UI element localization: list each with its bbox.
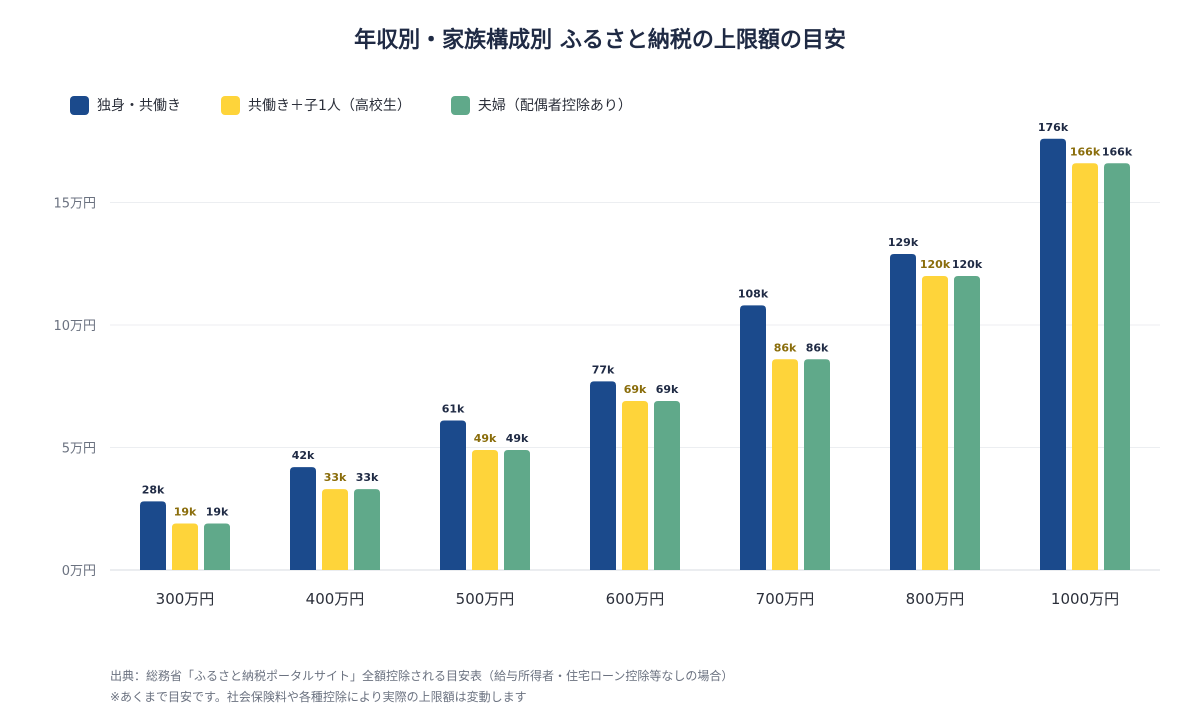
- data-label: 166k: [1070, 145, 1101, 158]
- bar: [440, 420, 466, 570]
- y-tick-label: 5万円: [62, 442, 96, 457]
- data-label: 42k: [292, 449, 315, 462]
- data-label: 129k: [888, 236, 919, 249]
- legend-label-single: 独身・共働き: [97, 98, 181, 114]
- data-label: 61k: [442, 403, 465, 416]
- bar: [772, 359, 798, 570]
- x-tick-label: 600万円: [606, 590, 665, 608]
- bar: [890, 253, 916, 570]
- data-label: 49k: [474, 432, 497, 445]
- bar: [804, 359, 830, 570]
- data-label: 69k: [656, 383, 679, 396]
- data-label: 120k: [920, 258, 951, 271]
- x-tick-label: 400万円: [306, 590, 365, 608]
- data-label: 28k: [142, 483, 165, 496]
- legend-item-dual-child: 共働き＋子1人（高校生）: [221, 95, 411, 115]
- bar: [922, 276, 948, 570]
- legend: 独身・共働き 共働き＋子1人（高校生） 夫婦（配偶者控除あり）: [70, 94, 672, 116]
- bar: [290, 467, 316, 570]
- data-label: 33k: [324, 471, 347, 484]
- y-tick-label: 15万円: [53, 197, 96, 212]
- data-label: 176k: [1038, 121, 1069, 134]
- legend-swatch-couple: [450, 95, 470, 115]
- disclaimer-note: ※あくまで目安です。社会保険料や各種控除により実際の上限額は変動します: [110, 690, 527, 704]
- legend-swatch-single: [70, 95, 89, 115]
- x-tick-label: 300万円: [156, 590, 215, 608]
- x-tick-label: 1000万円: [1051, 590, 1119, 608]
- bar: [172, 523, 198, 570]
- bar: [654, 400, 680, 570]
- data-label: 19k: [206, 505, 229, 518]
- bar: [354, 489, 380, 570]
- bar: [1104, 163, 1130, 571]
- y-tick-label: 0万円: [62, 564, 96, 579]
- legend-item-couple: 夫婦（配偶者控除あり）: [450, 95, 632, 115]
- source-note: 出典：総務省「ふるさと納税ポータルサイト」全額控除される目安表（給与所得者・住宅…: [110, 669, 734, 683]
- data-label: 49k: [506, 432, 529, 445]
- bar: [472, 449, 498, 570]
- y-tick-label: 10万円: [53, 319, 96, 334]
- bar: [740, 305, 766, 570]
- legend-swatch-dual-child: [221, 95, 240, 115]
- bar: [1072, 163, 1098, 571]
- bar: [622, 400, 648, 570]
- data-label: 86k: [774, 341, 797, 354]
- data-label: 69k: [624, 383, 647, 396]
- bar: [504, 449, 530, 570]
- data-label: 166k: [1102, 145, 1133, 158]
- bar: [954, 276, 980, 570]
- data-label: 77k: [592, 363, 615, 376]
- data-label: 33k: [356, 471, 379, 484]
- bar: [1040, 138, 1066, 571]
- legend-label-dual-child: 共働き＋子1人（高校生）: [248, 98, 411, 114]
- data-label: 86k: [806, 341, 829, 354]
- x-tick-label: 700万円: [756, 590, 815, 608]
- data-label: 19k: [174, 505, 197, 518]
- bar: [140, 501, 166, 570]
- chart-title: 年収別・家族構成別 ふるさと納税の上限額の目安: [354, 28, 846, 53]
- legend-item-single: 独身・共働き: [70, 95, 181, 115]
- x-tick-label: 800万円: [906, 590, 965, 608]
- data-label: 120k: [952, 258, 983, 271]
- bar: [322, 489, 348, 570]
- x-tick-label: 500万円: [456, 590, 515, 608]
- bar: [204, 523, 230, 570]
- data-label: 108k: [738, 287, 769, 300]
- legend-label-couple: 夫婦（配偶者控除あり）: [477, 98, 632, 114]
- bar: [590, 381, 616, 570]
